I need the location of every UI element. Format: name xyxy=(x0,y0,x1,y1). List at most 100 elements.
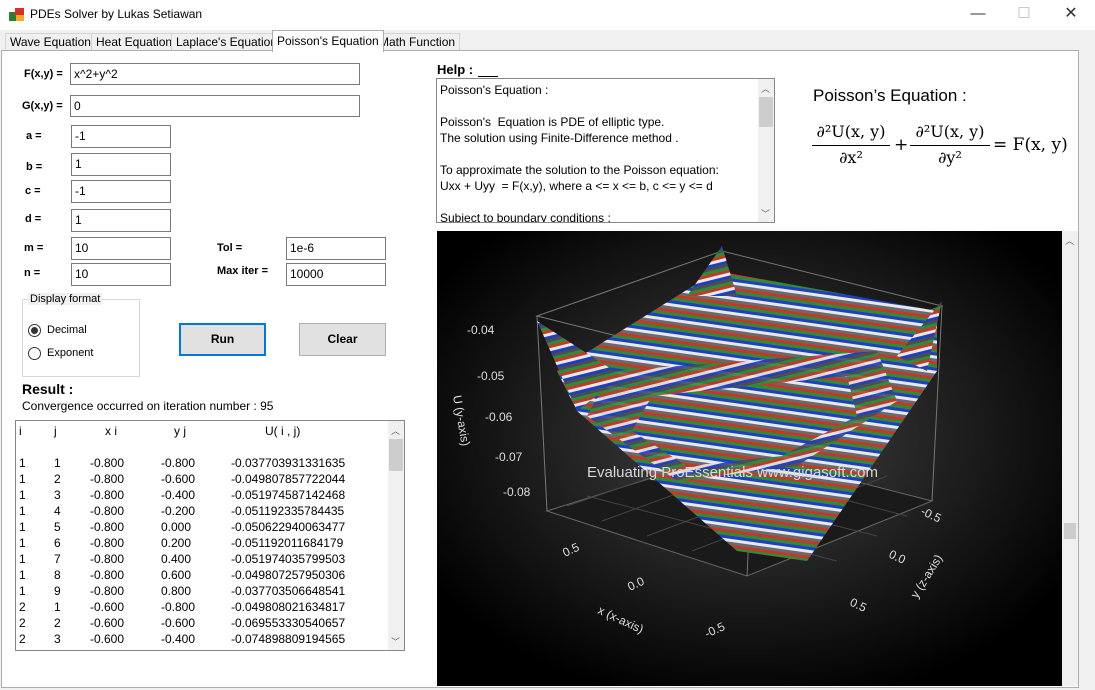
a-input[interactable]: -1 xyxy=(71,125,171,148)
result-cell: -0.049807857722044 xyxy=(231,472,346,486)
scroll-down-icon[interactable]: ﹀ xyxy=(391,637,401,647)
result-row: 1 1 -0.800 -0.800 -0.037703931331635 xyxy=(16,456,386,472)
chart-scroll-thumb[interactable] xyxy=(1064,523,1076,539)
result-cell: 0.200 xyxy=(161,536,192,550)
minimize-button[interactable]: — xyxy=(970,5,986,22)
result-cell: -0.049807257950306 xyxy=(231,568,346,582)
result-cell: 5 xyxy=(54,520,61,534)
m-input[interactable]: 10 xyxy=(71,237,171,260)
result-cell: -0.051974587142468 xyxy=(231,488,346,502)
result-cell: 4 xyxy=(54,504,61,518)
result-cell: -0.800 xyxy=(90,552,125,566)
chart-scrollbar[interactable]: ︿ xyxy=(1062,231,1078,686)
tol-input[interactable]: 1e-6 xyxy=(286,237,386,260)
result-row: 1 9 -0.800 0.800 -0.037703506648541 xyxy=(16,584,386,600)
n-label: n = xyxy=(24,267,41,279)
result-header-row: i j x i y j U( i , j) xyxy=(16,424,386,440)
result-cell: -0.049808021634817 xyxy=(231,600,346,614)
result-cell: 6 xyxy=(54,536,61,550)
scroll-down-icon[interactable]: ﹀ xyxy=(761,209,771,219)
close-button[interactable]: ✕ xyxy=(1064,5,1078,22)
run-button[interactable]: Run xyxy=(179,323,266,356)
result-cell: 1 xyxy=(19,488,26,502)
result-cell: 8 xyxy=(54,568,61,582)
tab-laplace-equation[interactable]: Laplace's Equation xyxy=(171,33,283,51)
help-textbox[interactable]: Poisson's Equation : Poisson's Equation … xyxy=(436,78,775,223)
exponent-radio[interactable] xyxy=(28,347,41,360)
equation-plus: + xyxy=(894,135,909,155)
result-scroll-thumb[interactable] xyxy=(389,439,403,471)
z-tick-3: 0.5 xyxy=(848,595,869,615)
app-icon xyxy=(9,8,25,22)
decimal-radio[interactable] xyxy=(28,324,41,337)
tab-poisson-equation[interactable]: Poisson's Equation xyxy=(272,30,384,52)
a-label: a = xyxy=(26,130,42,142)
title-bar: PDEs Solver by Lukas Setiawan — ☐ ✕ xyxy=(0,0,1095,30)
result-cell: -0.600 xyxy=(161,472,196,486)
result-cell: -0.800 xyxy=(90,472,125,486)
b-input[interactable]: 1 xyxy=(71,153,171,176)
poisson-equation: ∂²U(x, y) ∂x² + ∂²U(x, y) ∂y² = F(x, y) xyxy=(812,122,1072,172)
result-heading: Result : xyxy=(22,381,74,397)
result-cell: 0.000 xyxy=(161,520,192,534)
result-cell: -0.800 xyxy=(90,536,125,550)
scroll-up-icon[interactable]: ︿ xyxy=(1065,236,1075,246)
x-tick-2: 0.0 xyxy=(625,574,646,594)
result-cell: 1 xyxy=(54,456,61,470)
tab-wave-equation[interactable]: Wave Equation xyxy=(5,33,96,51)
f-input[interactable]: x^2+y^2 xyxy=(70,63,360,85)
result-cell: -0.069553330540657 xyxy=(231,616,346,630)
n-input[interactable]: 10 xyxy=(71,263,171,286)
y-tick-1: -0.04 xyxy=(467,323,495,337)
result-cell: -0.800 xyxy=(90,488,125,502)
help-scrollbar[interactable]: ︿ ﹀ xyxy=(758,79,774,222)
result-cell: 1 xyxy=(19,536,26,550)
surface-plot xyxy=(537,246,942,561)
result-cell: 1 xyxy=(19,584,26,598)
max-iter-input[interactable]: 10000 xyxy=(286,263,386,286)
col-header-xi: x i xyxy=(105,424,117,438)
convergence-text: Convergence occurred on iteration number… xyxy=(22,399,274,413)
tab-heat-equation[interactable]: Heat Equation xyxy=(91,33,178,51)
x-tick-1: 0.5 xyxy=(560,540,581,560)
result-scrollbar[interactable]: ︿ ﹀ xyxy=(388,421,404,650)
result-cell: 3 xyxy=(54,488,61,502)
help-heading: Help : xyxy=(437,62,474,77)
result-cell: -0.037703506648541 xyxy=(231,584,346,598)
col-header-u: U( i , j) xyxy=(265,424,301,438)
result-row: 2 3 -0.600 -0.400 -0.074898809194565 xyxy=(16,632,386,648)
result-cell: -0.074898809194565 xyxy=(231,632,346,646)
d-input[interactable]: 1 xyxy=(71,209,171,232)
d-label: d = xyxy=(25,213,42,225)
tab-math-function[interactable]: Math Function xyxy=(374,33,461,51)
result-cell: -0.050622940063477 xyxy=(231,520,346,534)
result-list[interactable]: i j x i y j U( i , j) 1 1 -0.800 -0.800 -0.0… xyxy=(15,420,405,651)
g-input[interactable]: 0 xyxy=(70,95,360,117)
m-label: m = xyxy=(24,242,44,254)
clear-button[interactable]: Clear xyxy=(299,323,386,356)
result-cell: -0.600 xyxy=(90,632,125,646)
result-row: 2 2 -0.600 -0.600 -0.069553330540657 xyxy=(16,616,386,632)
maximize-button[interactable]: ☐ xyxy=(1017,5,1031,22)
result-cell: 1 xyxy=(19,520,26,534)
result-row: 1 6 -0.800 0.200 -0.051192011684179 xyxy=(16,536,386,552)
help-scroll-thumb[interactable] xyxy=(759,97,773,127)
help-underline xyxy=(478,76,498,77)
result-cell: -0.800 xyxy=(161,456,196,470)
result-row: 1 8 -0.800 0.600 -0.049807257950306 xyxy=(16,568,386,584)
result-cell: 3 xyxy=(54,632,61,646)
help-text: Poisson's Equation : Poisson's Equation … xyxy=(440,83,719,223)
result-cell: -0.800 xyxy=(161,600,196,614)
scroll-up-icon[interactable]: ︿ xyxy=(761,84,771,94)
c-input[interactable]: -1 xyxy=(71,180,171,203)
equation-title: Poisson’s Equation : xyxy=(813,86,967,105)
surface-chart[interactable]: -0.04 -0.05 -0.06 -0.07 -0.08 U (y-axis)… xyxy=(437,231,1062,686)
g-label: G(x,y) = xyxy=(22,100,63,112)
scroll-up-icon[interactable]: ︿ xyxy=(391,426,401,436)
f-label: F(x,y) = xyxy=(24,68,63,80)
decimal-label: Decimal xyxy=(47,324,87,336)
result-cell: -0.800 xyxy=(90,456,125,470)
equation-denominator-1: ∂x² xyxy=(839,148,863,167)
result-cell: -0.600 xyxy=(90,600,125,614)
result-cell: -0.800 xyxy=(90,520,125,534)
